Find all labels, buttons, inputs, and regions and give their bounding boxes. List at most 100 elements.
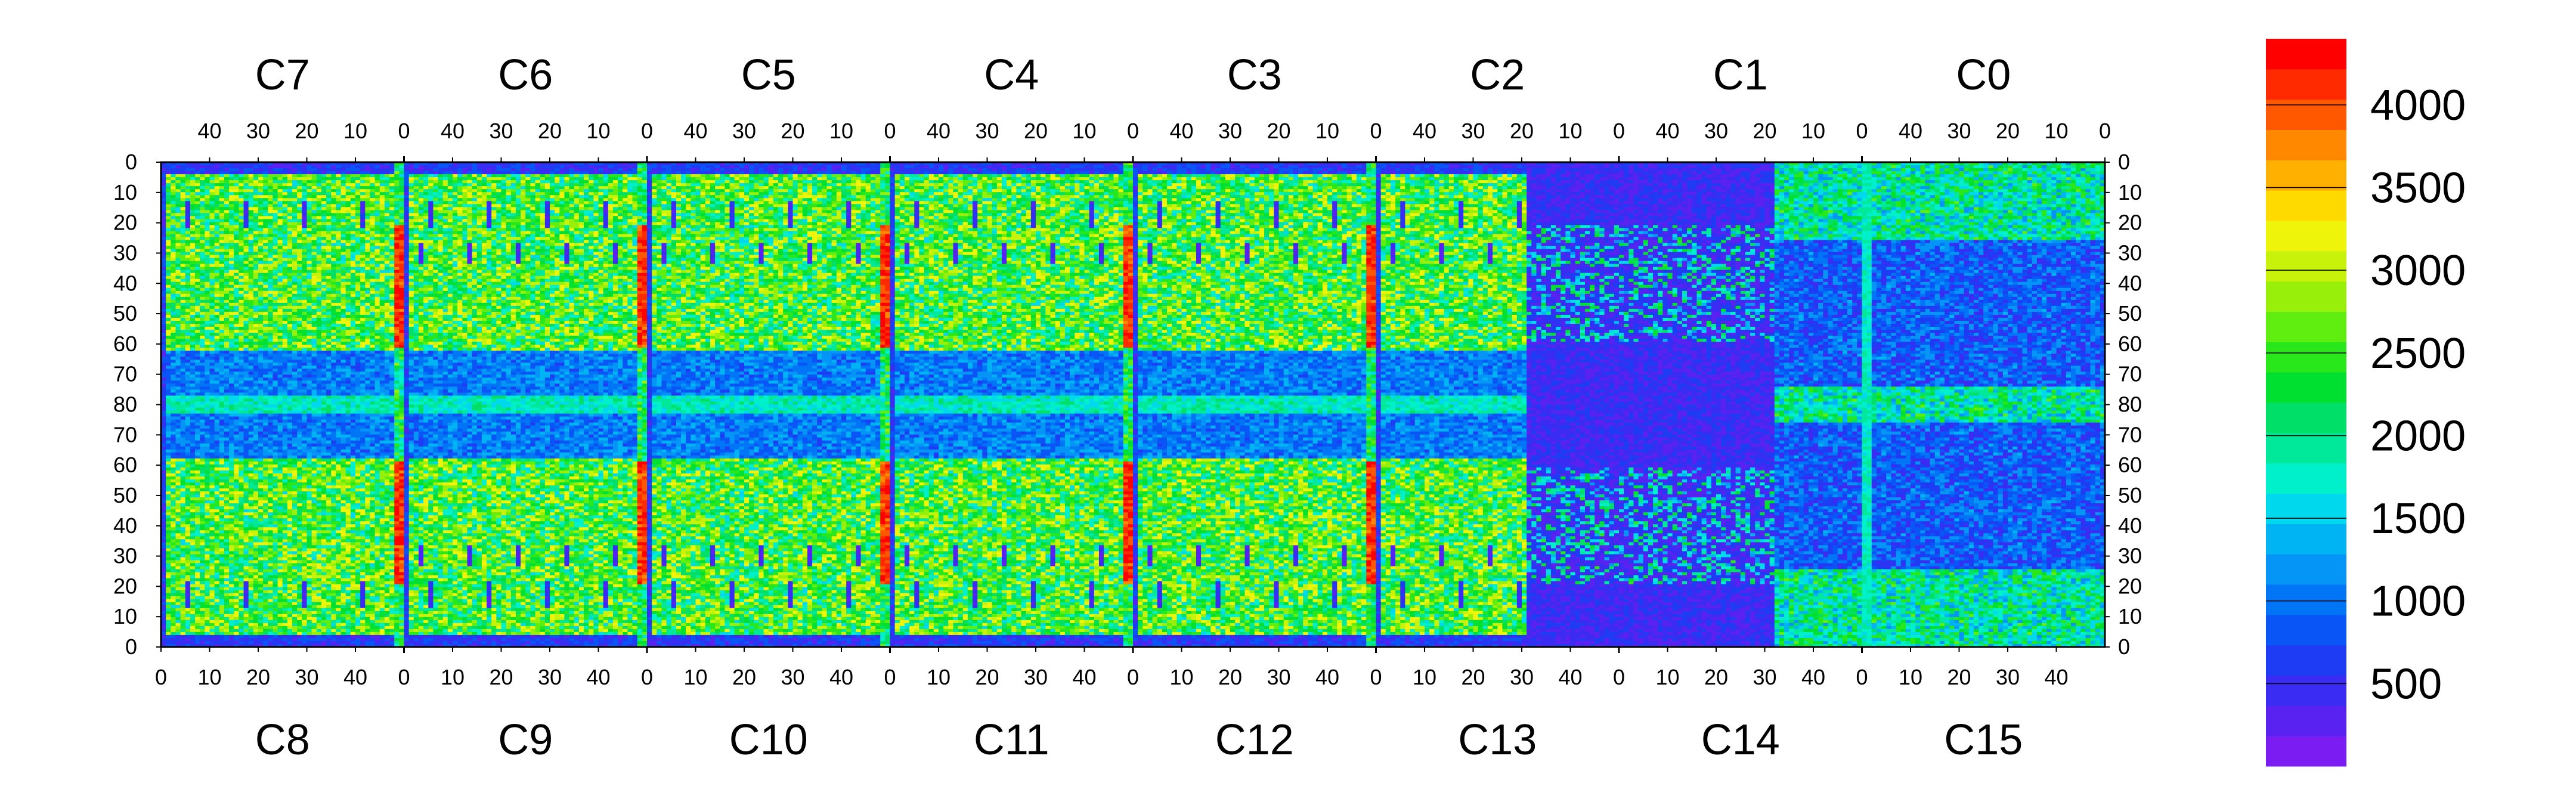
- heatmap-cell: [1862, 171, 1868, 175]
- heatmap-cell: [317, 171, 322, 175]
- heatmap-cell: [1682, 165, 1688, 169]
- heatmap-cell: [185, 171, 191, 175]
- heatmap-cell: [1872, 165, 1877, 169]
- heatmap-cell: [1628, 165, 1634, 169]
- heatmap-cell: [1298, 168, 1304, 172]
- heatmap-cell: [190, 171, 196, 175]
- heatmap-cell: [1833, 171, 1838, 175]
- heatmap-cell: [574, 168, 580, 172]
- heatmap-cell: [1182, 171, 1187, 175]
- heatmap-cell: [1337, 165, 1342, 169]
- heatmap-cell: [1692, 165, 1697, 169]
- heatmap-cell: [846, 165, 852, 169]
- heatmap-cell: [1896, 168, 1902, 172]
- heatmap-cell: [1352, 165, 1357, 169]
- heatmap-cell: [336, 168, 341, 172]
- heatmap-cell: [249, 165, 254, 169]
- heatmap-cell: [1624, 168, 1629, 172]
- heatmap-cell: [1906, 171, 1911, 175]
- heatmap-cell: [1969, 168, 1974, 172]
- heatmap-cell: [705, 168, 711, 172]
- heatmap-cell: [1639, 168, 1644, 172]
- heatmap-cell: [409, 168, 414, 172]
- heatmap-cell: [1823, 168, 1828, 172]
- heatmap-cell: [987, 171, 993, 175]
- heatmap-cell: [866, 168, 871, 172]
- heatmap-cell: [1225, 168, 1231, 172]
- heatmap-cell: [1395, 165, 1401, 169]
- heatmap-cell: [181, 168, 186, 172]
- heatmap-cell: [433, 165, 438, 169]
- heatmap-cell: [1716, 168, 1722, 172]
- heatmap-cell: [1915, 168, 1921, 172]
- heatmap-cell: [219, 174, 225, 178]
- heatmap-cell: [1804, 165, 1809, 169]
- heatmap-cell: [1113, 165, 1119, 169]
- heatmap-cell: [1891, 165, 1896, 169]
- heatmap-cell: [788, 171, 793, 175]
- heatmap-cell: [871, 168, 876, 172]
- heatmap-cell: [958, 171, 964, 175]
- heatmap-cell: [1342, 171, 1347, 175]
- heatmap-cell: [564, 171, 569, 175]
- heatmap-cell: [803, 171, 808, 175]
- heatmap-cell: [1216, 171, 1221, 175]
- heatmap-cell: [754, 165, 759, 169]
- heatmap-cell: [1332, 165, 1337, 169]
- heatmap-cell: [701, 171, 706, 175]
- heatmap-cell: [1172, 171, 1177, 175]
- heatmap-cell: [1002, 165, 1007, 169]
- heatmap-cell: [1575, 165, 1581, 169]
- heatmap-cell: [1143, 171, 1148, 175]
- heatmap-cell: [215, 168, 220, 172]
- heatmap-cell: [1658, 171, 1663, 175]
- heatmap-cell: [307, 165, 312, 169]
- heatmap-cell: [1011, 168, 1017, 172]
- heatmap-cell: [710, 165, 716, 169]
- heatmap-cell: [1590, 165, 1595, 169]
- heatmap-cell: [389, 168, 395, 172]
- heatmap-cell: [608, 168, 614, 172]
- heatmap-cell: [671, 165, 677, 169]
- heatmap-cell: [1347, 171, 1352, 175]
- heatmap-cell: [589, 168, 594, 172]
- heatmap-cell: [812, 171, 818, 175]
- heatmap-cell: [599, 165, 604, 169]
- heatmap-cell: [1221, 168, 1226, 172]
- heatmap-cell: [997, 165, 1002, 169]
- heatmap-cell: [1279, 165, 1284, 169]
- heatmap-cell: [1371, 171, 1376, 175]
- heatmap-cell: [691, 168, 696, 172]
- heatmap-cell: [1089, 168, 1095, 172]
- heatmap-cell: [1867, 168, 1872, 172]
- heatmap-cell: [307, 171, 312, 175]
- heatmap-cell: [181, 165, 186, 169]
- heatmap-cell: [1391, 168, 1396, 172]
- heatmap-cell: [1085, 168, 1090, 172]
- heatmap-cell: [1925, 171, 1930, 175]
- heatmap-cell: [404, 165, 410, 169]
- heatmap-cell: [219, 165, 225, 169]
- heatmap-cell: [1094, 165, 1100, 169]
- heatmap-cell: [482, 168, 487, 172]
- heatmap-cell: [1867, 171, 1872, 175]
- heatmap-cell: [1692, 168, 1697, 172]
- heatmap-cell: [943, 171, 949, 175]
- heatmap-cell: [1216, 165, 1221, 169]
- heatmap-cell: [1658, 165, 1663, 169]
- heatmap-cell: [448, 168, 453, 172]
- heatmap-cell: [438, 168, 444, 172]
- heatmap-cell: [2042, 171, 2047, 175]
- heatmap-cell: [414, 165, 419, 169]
- heatmap-cell: [977, 168, 983, 172]
- heatmap-cell: [326, 165, 332, 169]
- heatmap-cell: [934, 168, 939, 172]
- heatmap-cell: [1337, 171, 1342, 175]
- heatmap-cell: [1599, 171, 1605, 175]
- heatmap-cell: [1206, 171, 1211, 175]
- heatmap-cell: [579, 165, 584, 169]
- heatmap-cell: [778, 171, 784, 175]
- heatmap-cell: [278, 171, 283, 175]
- heatmap-cell: [1799, 171, 1804, 175]
- heatmap-cell: [1964, 168, 1970, 172]
